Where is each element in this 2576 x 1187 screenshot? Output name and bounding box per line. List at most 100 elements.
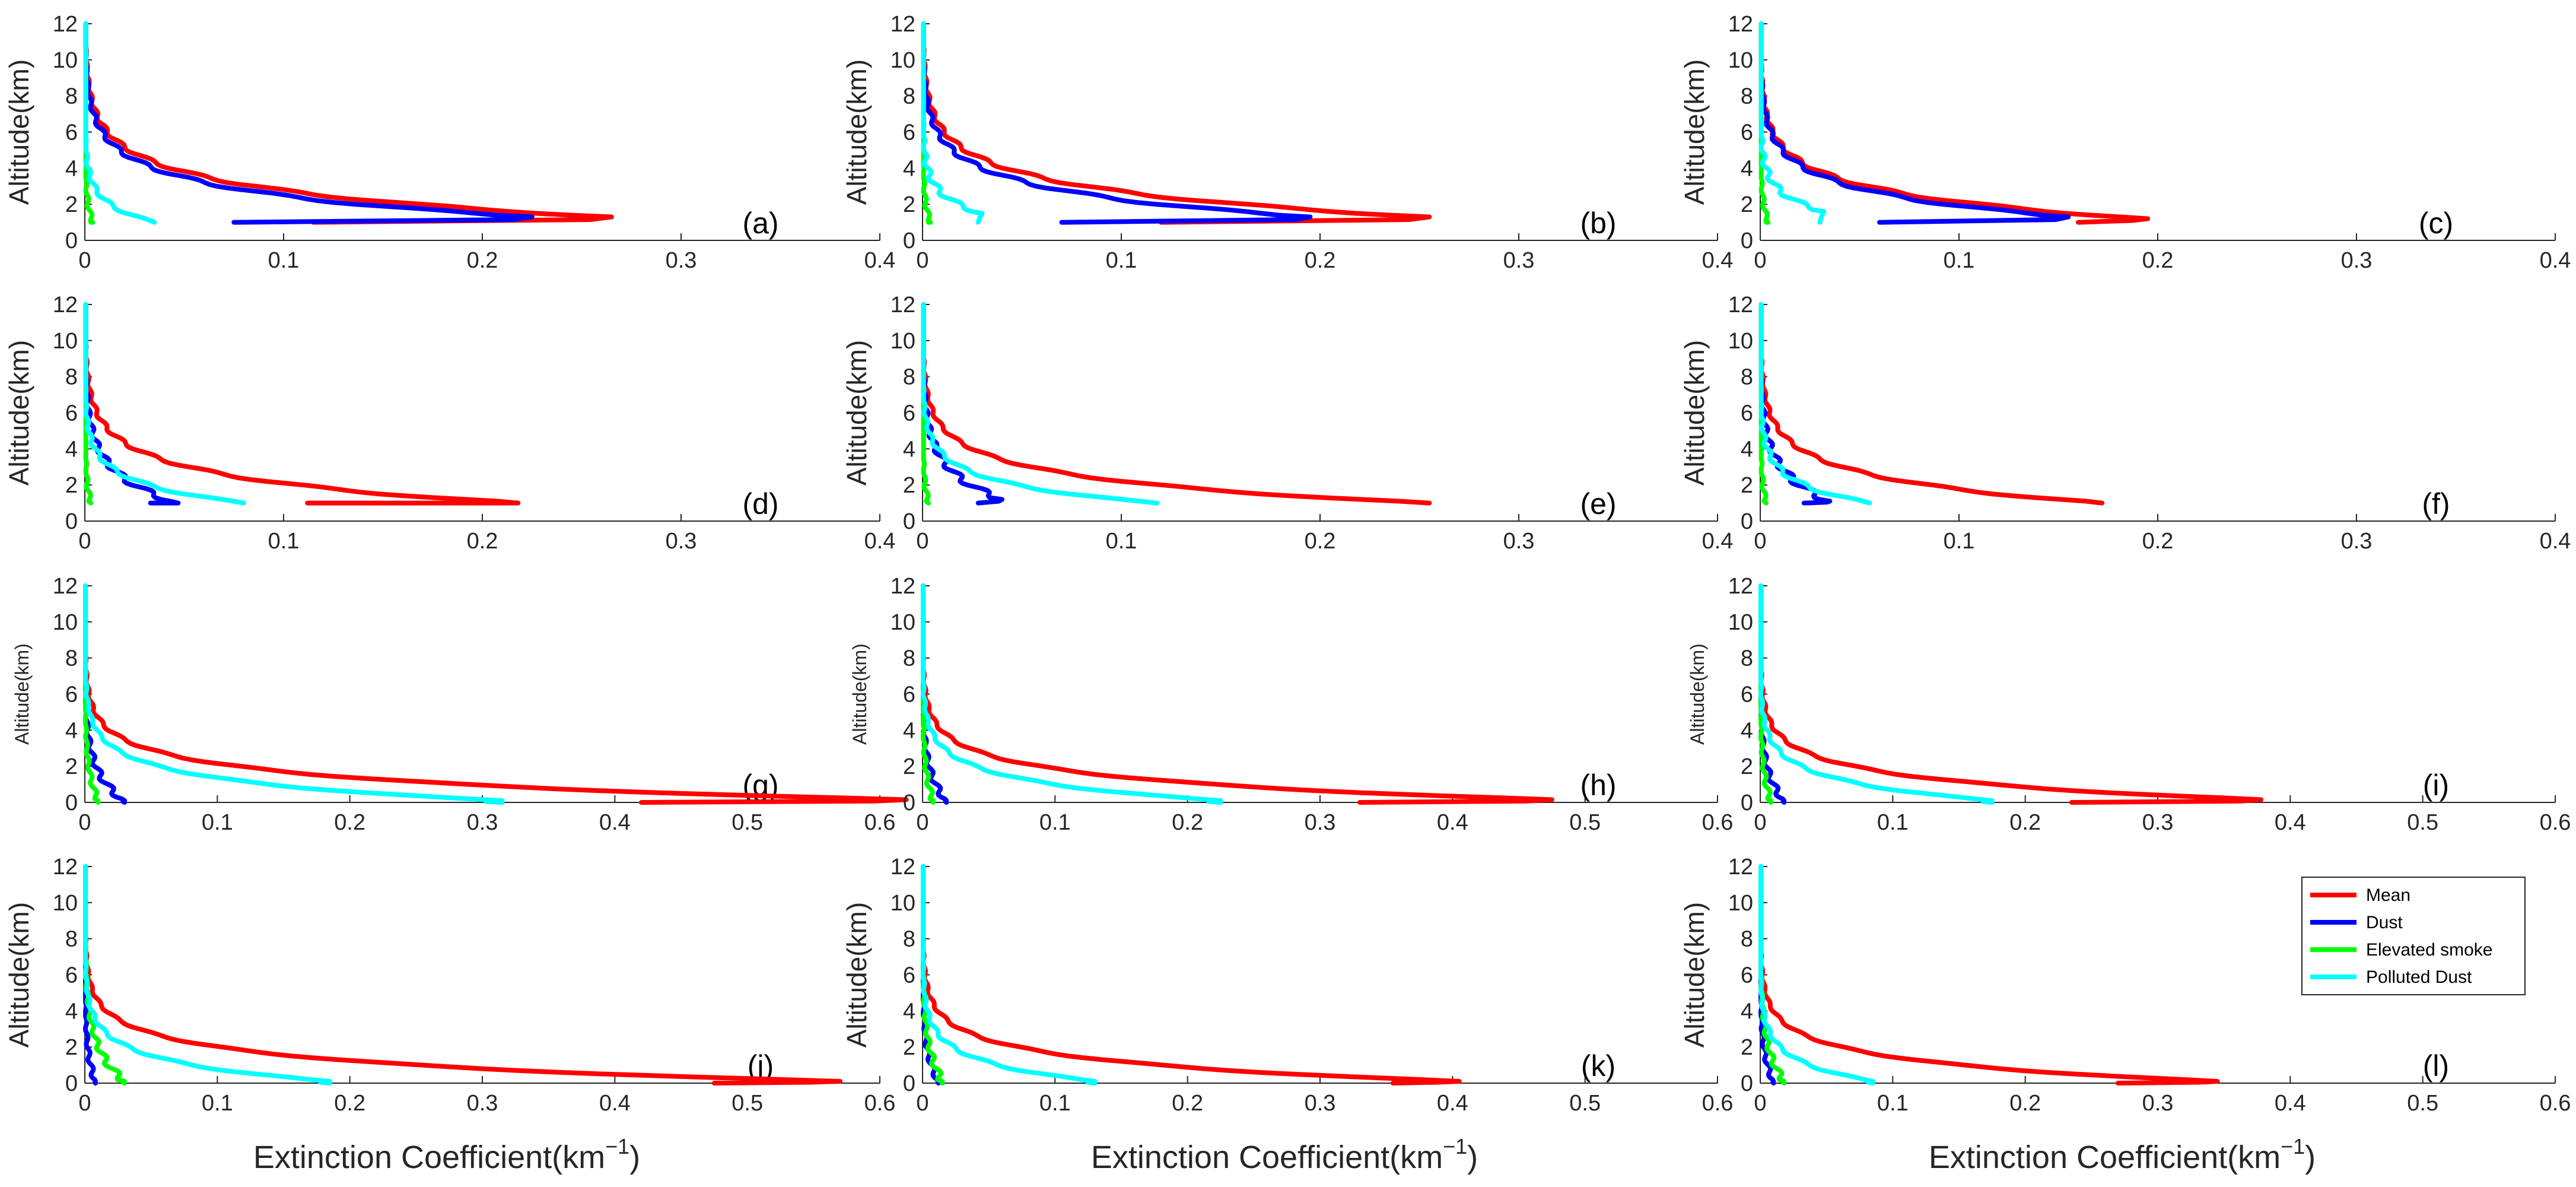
- y-tick-label: 10: [1728, 329, 1753, 354]
- y-tick-label: 0: [65, 228, 78, 253]
- y-tick-label: 2: [903, 754, 915, 779]
- y-tick-label: 4: [65, 437, 78, 462]
- y-tick-label: 0: [1741, 509, 1753, 534]
- y-tick-label: 12: [53, 855, 78, 880]
- panel-a: 0 2 4 6 8 10 12 0 0.1 0.2 0.3 0.4 Altitude(km) (a): [4, 12, 895, 273]
- y-tick-label: 6: [1741, 963, 1753, 988]
- y-tick-label: 12: [53, 574, 78, 599]
- y-tick-label: 10: [891, 329, 915, 354]
- panel-label: (h): [1580, 769, 1616, 802]
- x-tick-label: 0.1: [1039, 1091, 1071, 1116]
- x-tick-label: 0.3: [1305, 810, 1336, 835]
- profile-polluted-dust: [1758, 302, 1872, 506]
- x-axis-titles: Extinction Coefficient(km−1) Extinction C…: [253, 1134, 2316, 1175]
- x-tick-label: 0.1: [1877, 810, 1909, 835]
- y-tick-label: 4: [65, 999, 78, 1024]
- y-tick-label: 4: [903, 156, 915, 181]
- y-axis-title: Altitude(km): [849, 643, 870, 745]
- x-tick-label: 0.3: [467, 810, 498, 835]
- y-axis-title: Altitude(km): [1687, 643, 1708, 745]
- x-tick-label: 0.6: [1702, 1091, 1734, 1116]
- x-tick-label: 0.5: [732, 1091, 763, 1116]
- x-tick-label: 0.2: [2009, 810, 2041, 835]
- y-tick-label: 6: [65, 963, 78, 988]
- y-tick-label: 10: [1728, 48, 1753, 73]
- panel-h: 0 2 4 6 8 10 12 0 0.1 0.2 0.3 0.4 0.5 0.6 Altitude(km)…: [849, 574, 1733, 835]
- panel-f: 0 2 4 6 8 10 12 0 0.1 0.2 0.3 0.4 Altitude(km) (f): [1679, 293, 2571, 554]
- panel-i: 0 2 4 6 8 10 12 0 0.1 0.2 0.3 0.4 0.5 0.6 Altitude(km)…: [1687, 574, 2571, 835]
- y-tick-label: 4: [1741, 718, 1753, 743]
- y-tick-label: 8: [1741, 84, 1753, 109]
- x-tick-label: 0.5: [2407, 1091, 2438, 1116]
- x-tick-label: 0.1: [1106, 529, 1137, 554]
- panel-k: 0 2 4 6 8 10 12 0 0.1 0.2 0.3 0.4 0.5 0.6 Altitude(km)…: [841, 855, 1733, 1116]
- panel-g: 0 2 4 6 8 10 12 0 0.1 0.2 0.3 0.4 0.5 0.6 Altitude(km)…: [11, 574, 909, 835]
- x-axis-title-superscript: −1: [605, 1134, 629, 1159]
- y-tick-label: 12: [53, 12, 78, 37]
- panel-b: 0 2 4 6 8 10 12 0 0.1 0.2 0.3 0.4 Altitude(km) (b): [841, 12, 1733, 273]
- y-tick-label: 2: [65, 192, 78, 217]
- y-tick-label: 0: [65, 791, 78, 815]
- y-tick-label: 10: [891, 891, 915, 916]
- x-axis-title: Extinction Coefficient(km−1): [1091, 1134, 1478, 1175]
- legend-entry: Elevated smoke: [2366, 940, 2492, 960]
- x-tick-label: 0.4: [864, 529, 896, 554]
- y-tick-label: 6: [903, 683, 915, 707]
- panel-label: (k): [1581, 1049, 1615, 1083]
- y-tick-label: 10: [1728, 891, 1753, 916]
- x-tick-label: 0.6: [1702, 810, 1734, 835]
- y-tick-label: 4: [65, 718, 78, 743]
- profile-polluted-dust: [83, 864, 333, 1086]
- panel-j: 0 2 4 6 8 10 12 0 0.1 0.2 0.3 0.4 0.5 0.6 Altitude(km)…: [4, 855, 895, 1116]
- y-tick-label: 10: [1728, 610, 1753, 635]
- y-tick-label: 12: [1728, 855, 1753, 880]
- x-axis-title-close: ): [1467, 1140, 1478, 1175]
- panel-label: (b): [1580, 207, 1616, 240]
- profile-polluted-dust: [921, 864, 1098, 1086]
- x-tick-label: 0.5: [2407, 810, 2438, 835]
- y-tick-label: 2: [1741, 754, 1753, 779]
- x-tick-label: 0.2: [1305, 248, 1336, 273]
- y-tick-label: 4: [1741, 437, 1753, 462]
- x-tick-label: 0.4: [1437, 810, 1468, 835]
- y-tick-label: 8: [1741, 365, 1753, 390]
- y-tick-label: 4: [903, 718, 915, 743]
- y-tick-label: 6: [903, 120, 915, 145]
- x-axis-title: Extinction Coefficient(km−1): [1929, 1134, 2316, 1175]
- x-tick-label: 0.4: [2275, 810, 2306, 835]
- x-tick-label: 0: [916, 1091, 928, 1116]
- y-axis-title: Altitude(km): [4, 902, 34, 1048]
- x-tick-label: 0: [916, 529, 928, 554]
- y-tick-label: 10: [891, 610, 915, 635]
- y-tick-label: 4: [903, 437, 915, 462]
- y-axis-title: Altitude(km): [11, 643, 33, 745]
- x-tick-label: 0.1: [268, 248, 300, 273]
- x-tick-label: 0.3: [2341, 248, 2373, 273]
- x-axis-title-close: ): [2305, 1140, 2316, 1175]
- y-tick-label: 2: [903, 192, 915, 217]
- x-axis-title-superscript: −1: [1443, 1134, 1467, 1159]
- y-tick-label: 8: [65, 84, 78, 109]
- y-tick-label: 10: [891, 48, 915, 73]
- profile-polluted-dust: [1758, 583, 1995, 805]
- x-tick-label: 0.3: [2341, 529, 2373, 554]
- y-tick-label: 10: [53, 329, 78, 354]
- x-tick-label: 0.1: [1877, 1091, 1909, 1116]
- x-tick-label: 0: [78, 529, 91, 554]
- y-tick-label: 6: [65, 683, 78, 707]
- profile-polluted-dust: [1758, 21, 1827, 225]
- x-tick-label: 0.4: [1702, 529, 1734, 554]
- panel-d: 0 2 4 6 8 10 12 0 0.1 0.2 0.3 0.4 Altitude(km) (d): [4, 293, 895, 554]
- x-tick-label: 0.1: [1944, 529, 1975, 554]
- profile-polluted-dust: [83, 583, 505, 805]
- y-tick-label: 12: [1728, 12, 1753, 37]
- x-tick-label: 0.1: [1039, 810, 1071, 835]
- panel-c: 0 2 4 6 8 10 12 0 0.1 0.2 0.3 0.4 Altitude(km) (c): [1679, 12, 2571, 273]
- y-tick-label: 2: [65, 754, 78, 779]
- legend-entry: Dust: [2366, 913, 2403, 932]
- y-axis-title: Altitude(km): [841, 59, 872, 205]
- panel-label: (c): [2419, 207, 2453, 240]
- x-tick-label: 0.2: [1172, 810, 1203, 835]
